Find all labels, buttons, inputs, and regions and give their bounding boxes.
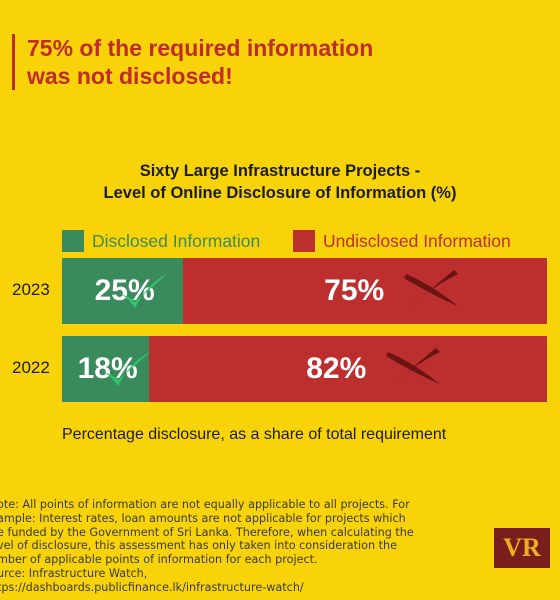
legend-label-disclosed: Disclosed Information (92, 230, 261, 251)
bar-segment-undisclosed (183, 258, 547, 324)
cross-icon (382, 344, 444, 395)
legend-label-undisclosed: Undisclosed Information (323, 230, 511, 251)
legend-swatch-disclosed (62, 230, 84, 252)
data-label: 25% (94, 274, 155, 307)
bar-row: 18% 82% (62, 336, 547, 402)
footnote-line: ample: Interest rates, loan amounts are … (0, 511, 406, 525)
data-label: 18% (77, 352, 138, 385)
check-icon (117, 272, 169, 317)
bar-chart-area: 2023 25% 75% 2022 18% 82% (0, 258, 560, 408)
legend-item-undisclosed: Undisclosed Information (293, 229, 511, 253)
legend-item-disclosed: Disclosed Information (62, 229, 260, 253)
check-icon (100, 350, 152, 395)
headline-text: 75% of the required information was not … (27, 35, 374, 89)
chart-title: Sixty Large Infrastructure Projects - Le… (0, 160, 560, 204)
cross-icon (400, 266, 462, 317)
footnote: ote: All points of information are not e… (0, 498, 427, 595)
headline: 75% of the required information was not … (12, 34, 447, 90)
bar-segment-disclosed (62, 336, 150, 402)
category-label: 2023 (12, 280, 50, 299)
footnote-line: tps://dashboards.publicfinance.lk/infras… (0, 580, 304, 594)
footnote-line: e funded by the Government of Sri Lanka.… (0, 525, 414, 539)
category-label: 2022 (12, 358, 50, 377)
footnote-line: ote: All points of information are not e… (0, 498, 410, 511)
x-axis-caption: Percentage disclosure, as a share of tot… (62, 426, 447, 443)
publisher-logo: VR (494, 528, 550, 568)
footnote-line: mber of applicable points of information… (0, 553, 318, 567)
data-label: 82% (306, 352, 367, 385)
bar-segment-disclosed (62, 258, 184, 324)
bar-segment-undisclosed (149, 336, 547, 402)
data-label: 75% (324, 274, 385, 307)
footnote-line: urce: Infrastructure Watch, (0, 566, 148, 580)
legend-swatch-undisclosed (293, 230, 315, 252)
footnote-line: vel of disclosure, this assessment has o… (0, 539, 397, 553)
chart-title-text: Sixty Large Infrastructure Projects - Le… (103, 162, 457, 202)
bar-row: 25% 75% (62, 258, 547, 324)
chart-legend: Disclosed Information Undisclosed Inform… (0, 229, 560, 253)
